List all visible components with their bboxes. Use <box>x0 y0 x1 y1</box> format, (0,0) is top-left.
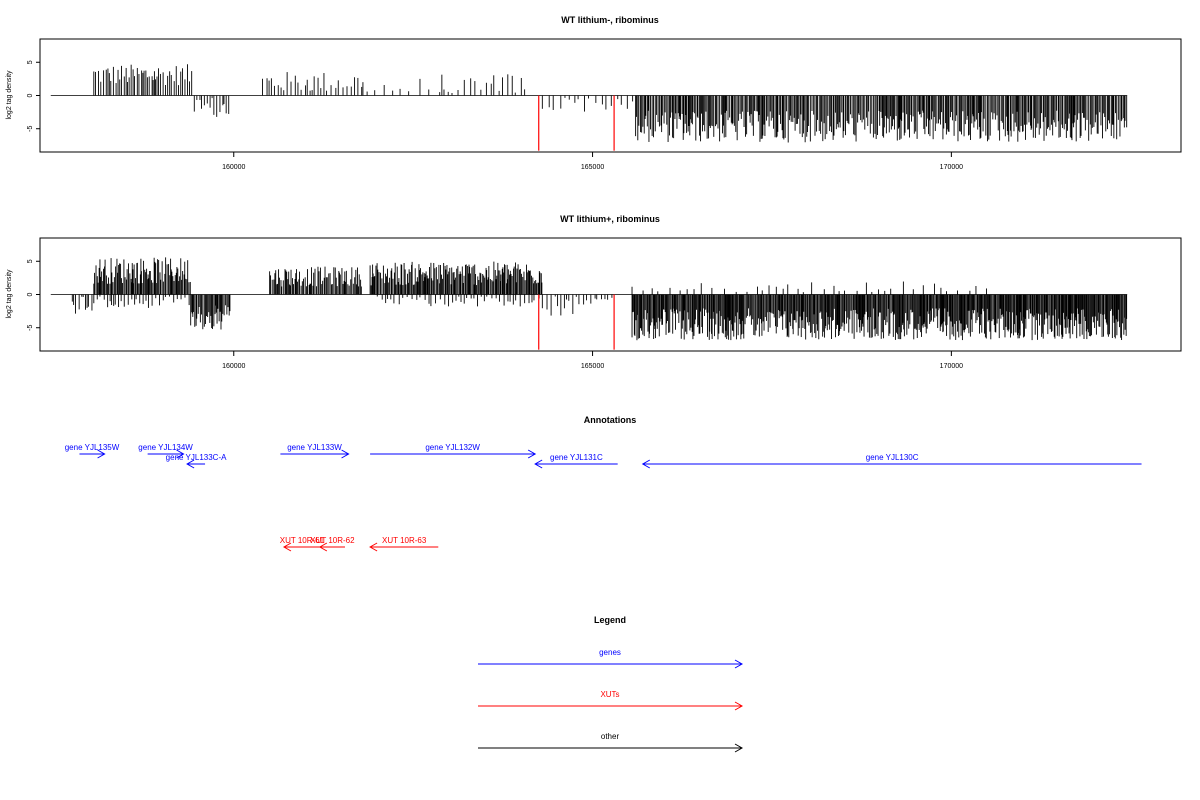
feature-arrowhead <box>97 449 106 459</box>
feature-label: XUT 10R-63 <box>382 536 427 545</box>
feature-label: gene YJL132W <box>425 443 480 452</box>
annotations-title: Annotations <box>584 415 637 425</box>
y-tick-label: -5 <box>27 325 34 331</box>
y-tick-label: 5 <box>27 60 34 64</box>
feature-arrowhead <box>641 459 651 469</box>
y-tick-label: 0 <box>27 292 34 296</box>
legend-label: other <box>601 732 620 741</box>
legend-panel: Legend genes XUTs other <box>478 615 744 753</box>
feature-label: gene YJL130C <box>866 453 919 462</box>
legend-arrowhead <box>734 659 744 669</box>
y-tick-label: -5 <box>27 126 34 132</box>
annotation-feature: XUT 10R-63 <box>369 536 439 552</box>
feature-label: gene YJL131C <box>550 453 603 462</box>
annotation-feature: XUT 10R-61 <box>280 536 325 552</box>
y-axis-label: log2 tag density <box>6 70 13 120</box>
legend-item: genes <box>478 648 744 669</box>
panel-title: WT lithium-, ribominus <box>561 15 659 25</box>
x-tick-label: 165000 <box>581 164 604 171</box>
x-tick-label: 160000 <box>222 164 245 171</box>
x-tick-label: 170000 <box>940 363 963 370</box>
x-axis: 160000 165000 170000 <box>222 152 963 171</box>
legend-item: XUTs <box>478 690 744 711</box>
legend-items: genes XUTs other <box>478 648 744 753</box>
feature-arrowhead <box>176 449 185 459</box>
feature-arrowhead <box>534 459 543 469</box>
legend-item: other <box>478 732 744 753</box>
feature-label: XUT 10R-61 <box>280 536 325 545</box>
y-axis: -5 0 5 <box>27 259 41 331</box>
feature-arrowhead <box>369 542 378 552</box>
feature-arrowhead <box>527 449 537 459</box>
density-bars <box>50 257 1128 350</box>
annotation-feature: gene YJL133C-A <box>166 453 227 469</box>
legend-label: XUTs <box>600 690 619 699</box>
track-panel-lithium-minus: WT lithium-, ribominus log2 tag density … <box>6 15 1182 171</box>
x-tick-label: 165000 <box>581 363 604 370</box>
x-tick-label: 160000 <box>222 363 245 370</box>
feature-label: gene YJL133W <box>287 443 342 452</box>
feature-arrowhead <box>341 449 350 459</box>
legend-arrowhead <box>734 743 744 753</box>
feature-label: XUT 10R-62 <box>310 536 355 545</box>
x-tick-label: 170000 <box>940 164 963 171</box>
feature-label: gene YJL135W <box>65 443 120 452</box>
y-tick-label: 5 <box>27 259 34 263</box>
feature-arrowhead <box>186 459 195 469</box>
density-bars <box>50 64 1128 151</box>
feature-arrowhead <box>282 542 292 552</box>
annotation-feature: gene YJL133W <box>280 443 350 459</box>
feature-arrowhead <box>318 542 328 552</box>
annotations-panel: Annotations gene YJL135W gene YJL134Wgene… <box>65 415 1142 552</box>
y-axis-label: log2 tag density <box>6 269 13 319</box>
feature-label: gene YJL134W <box>138 443 193 452</box>
annotation-feature: gene YJL132W <box>370 443 537 459</box>
legend-arrowhead <box>734 701 744 711</box>
annotation-feature: gene YJL135W <box>65 443 120 459</box>
annotation-feature: XUT 10R-62 <box>310 536 355 552</box>
panel-title: WT lithium+, ribominus <box>560 214 660 224</box>
legend-label: genes <box>599 648 621 657</box>
x-axis: 160000 165000 170000 <box>222 351 963 370</box>
annotation-feature: gene YJL131C <box>534 453 618 469</box>
y-tick-label: 0 <box>27 93 34 97</box>
track-panel-lithium-plus: WT lithium+, ribominus log2 tag density … <box>6 214 1182 370</box>
y-axis: -5 0 5 <box>27 60 41 132</box>
legend-title: Legend <box>594 615 626 625</box>
annotation-feature: gene YJL134W <box>138 443 193 459</box>
annotation-feature: gene YJL130C <box>641 453 1142 469</box>
feature-label: gene YJL133C-A <box>166 453 227 462</box>
